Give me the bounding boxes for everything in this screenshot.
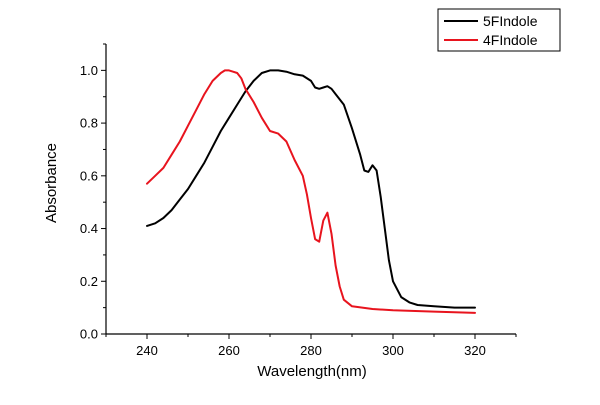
y-tick-label: 1.0 bbox=[80, 63, 98, 78]
series-line-1 bbox=[146, 69, 476, 309]
x-tick-label: 320 bbox=[464, 343, 486, 358]
x-tick-label: 300 bbox=[382, 343, 404, 358]
y-tick-label: 0.8 bbox=[80, 116, 98, 131]
x-tick-label: 240 bbox=[136, 343, 158, 358]
legend: 5FIndole 4FIndole bbox=[437, 8, 561, 52]
y-tick-label: 0.0 bbox=[80, 327, 98, 342]
series-layer bbox=[146, 69, 476, 314]
legend-box bbox=[437, 8, 561, 52]
ticks-layer: 240 260 280 300 320 0.0 0.2 0.4 0.6 0.8 1.0 bbox=[80, 43, 517, 358]
series-line-2 bbox=[146, 69, 476, 314]
x-tick-label: 260 bbox=[218, 343, 240, 358]
x-tick-label: 280 bbox=[300, 343, 322, 358]
y-tick-label: 0.6 bbox=[80, 168, 98, 183]
y-axis-title: Absorbance bbox=[43, 143, 60, 223]
y-tick-label: 0.2 bbox=[80, 274, 98, 289]
axes bbox=[105, 44, 516, 335]
y-tick-label: 0.4 bbox=[80, 221, 98, 236]
x-axis-title: Wavelength(nm) bbox=[257, 363, 366, 380]
legend-label: 5FIndole bbox=[483, 13, 538, 29]
legend-label: 4FIndole bbox=[483, 32, 538, 48]
